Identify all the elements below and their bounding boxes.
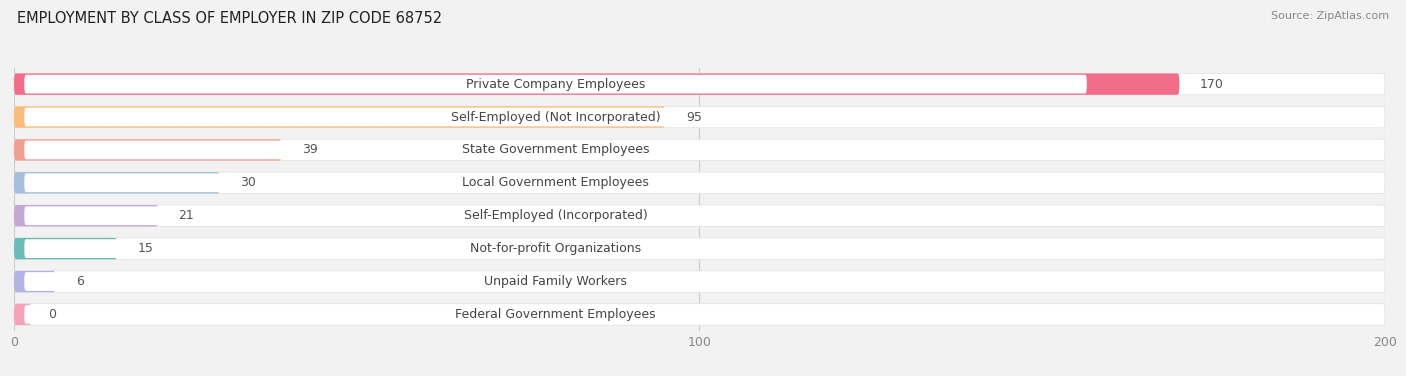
Text: Federal Government Employees: Federal Government Employees	[456, 308, 655, 321]
FancyBboxPatch shape	[14, 106, 665, 128]
FancyBboxPatch shape	[24, 173, 1087, 192]
FancyBboxPatch shape	[14, 271, 1385, 292]
FancyBboxPatch shape	[24, 272, 1087, 291]
FancyBboxPatch shape	[14, 304, 1385, 325]
FancyBboxPatch shape	[24, 75, 1087, 94]
Text: 21: 21	[179, 209, 194, 222]
FancyBboxPatch shape	[24, 206, 1087, 225]
FancyBboxPatch shape	[24, 141, 1087, 159]
FancyBboxPatch shape	[14, 139, 1385, 161]
Text: Unpaid Family Workers: Unpaid Family Workers	[484, 275, 627, 288]
Text: Self-Employed (Incorporated): Self-Employed (Incorporated)	[464, 209, 647, 222]
FancyBboxPatch shape	[14, 172, 1385, 194]
FancyBboxPatch shape	[14, 73, 1385, 95]
Text: 30: 30	[240, 176, 256, 190]
Text: State Government Employees: State Government Employees	[461, 143, 650, 156]
Text: 95: 95	[686, 111, 702, 124]
Text: 0: 0	[48, 308, 56, 321]
FancyBboxPatch shape	[24, 305, 1087, 324]
Text: 15: 15	[138, 242, 153, 255]
FancyBboxPatch shape	[24, 239, 1087, 258]
Text: Not-for-profit Organizations: Not-for-profit Organizations	[470, 242, 641, 255]
Text: Source: ZipAtlas.com: Source: ZipAtlas.com	[1271, 11, 1389, 21]
Text: 39: 39	[302, 143, 318, 156]
FancyBboxPatch shape	[14, 139, 281, 161]
FancyBboxPatch shape	[14, 238, 1385, 259]
FancyBboxPatch shape	[14, 271, 55, 292]
FancyBboxPatch shape	[14, 205, 1385, 226]
Text: Private Company Employees: Private Company Employees	[465, 77, 645, 91]
FancyBboxPatch shape	[14, 304, 31, 325]
FancyBboxPatch shape	[14, 172, 219, 194]
Text: EMPLOYMENT BY CLASS OF EMPLOYER IN ZIP CODE 68752: EMPLOYMENT BY CLASS OF EMPLOYER IN ZIP C…	[17, 11, 441, 26]
FancyBboxPatch shape	[14, 205, 157, 226]
FancyBboxPatch shape	[14, 106, 1385, 128]
Text: Self-Employed (Not Incorporated): Self-Employed (Not Incorporated)	[451, 111, 661, 124]
FancyBboxPatch shape	[14, 238, 117, 259]
Text: 6: 6	[76, 275, 83, 288]
Text: Local Government Employees: Local Government Employees	[463, 176, 650, 190]
FancyBboxPatch shape	[14, 73, 1180, 95]
Text: 170: 170	[1199, 77, 1223, 91]
FancyBboxPatch shape	[24, 108, 1087, 126]
